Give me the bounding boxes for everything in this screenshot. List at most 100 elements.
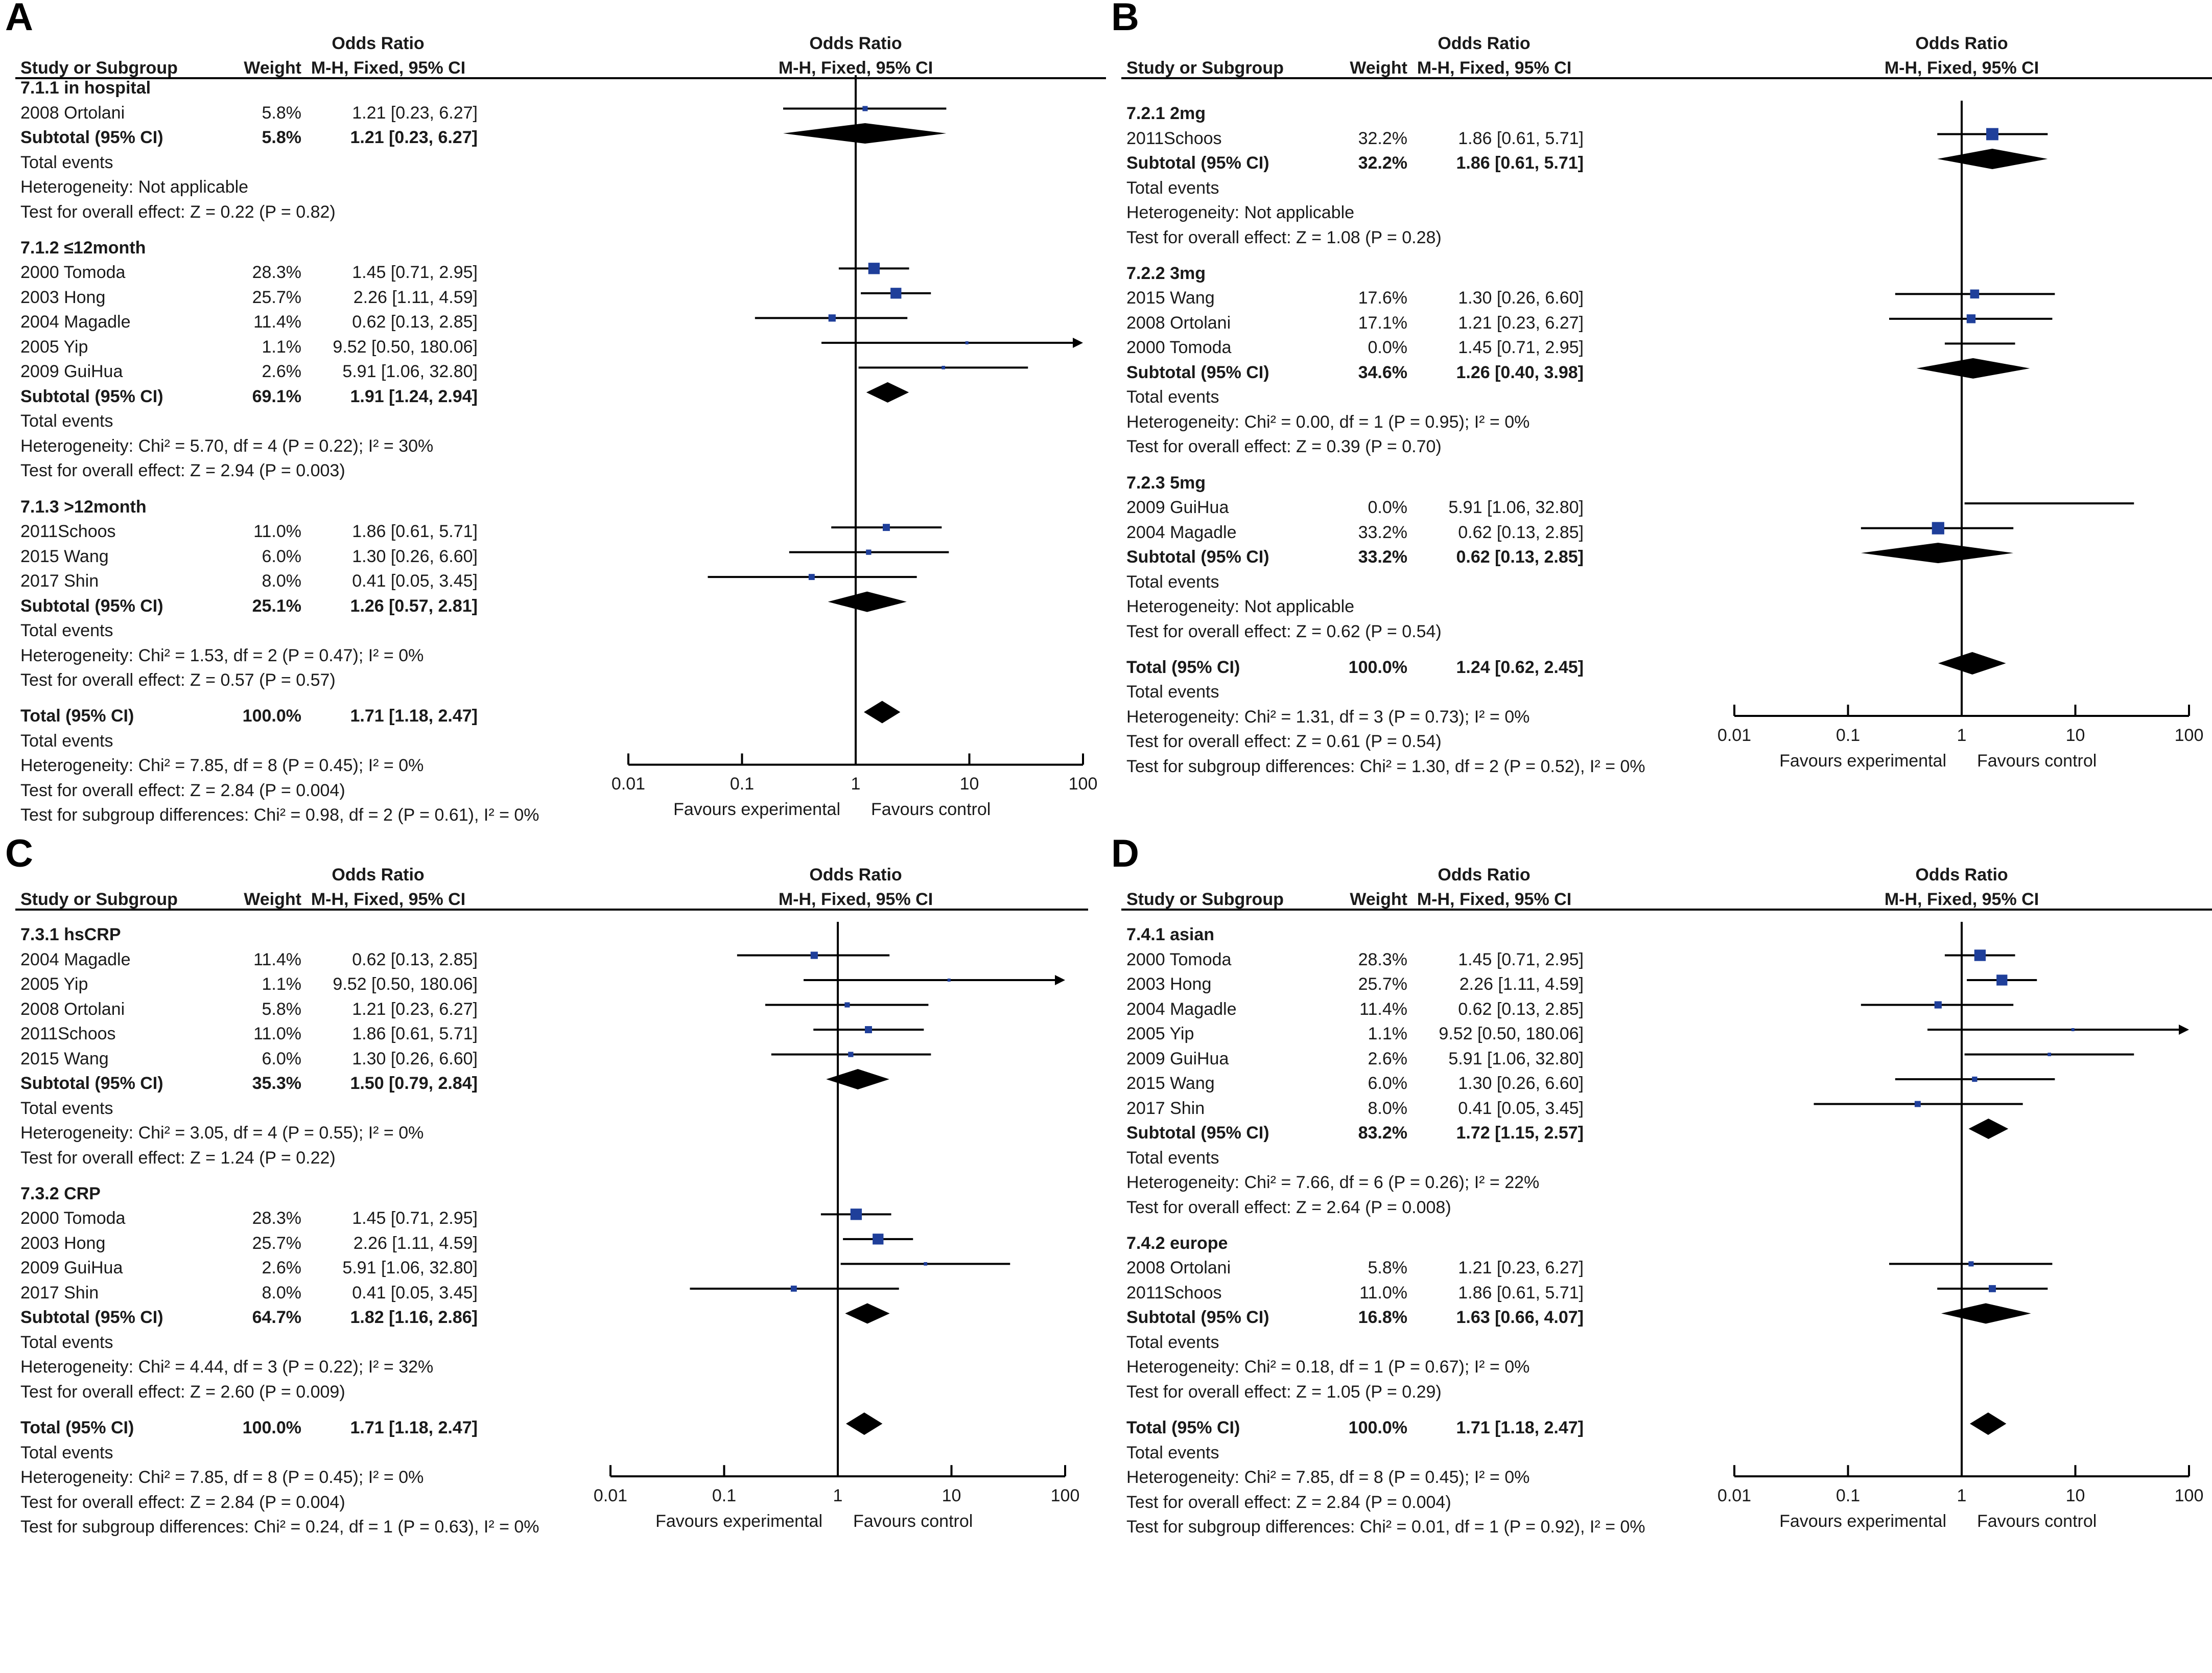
or-ci-value: 1.86 [0.61, 5.71]	[1458, 1283, 1584, 1303]
plot-method-header: M-H, Fixed, 95% CI	[1884, 58, 2039, 78]
weight-value: 6.0%	[262, 1049, 302, 1068]
plot-title: Odds Ratio	[1915, 865, 2008, 885]
study-label: 2004 Magadle	[20, 312, 131, 332]
point-estimate	[1996, 974, 2008, 986]
or-ci-value: 5.91 [1.06, 32.80]	[342, 1258, 478, 1278]
weight-value: 28.3%	[252, 1209, 301, 1228]
stat-text: Total events	[1126, 1332, 1219, 1352]
weight-value: 17.1%	[1358, 313, 1407, 333]
or-ci-value: 1.30 [0.26, 6.60]	[352, 546, 478, 566]
stat-text: Heterogeneity: Not applicable	[1126, 597, 1355, 617]
stat-text: Test for overall effect: Z = 1.08 (P = 0…	[1126, 227, 1442, 247]
study-label: 2011Schoos	[20, 1024, 116, 1043]
subtotal-diamond	[1968, 1119, 2009, 1139]
study-label: 2003 Hong	[20, 287, 106, 307]
or-ci-value: 1.30 [0.26, 6.60]	[1458, 1074, 1584, 1093]
subtotal-diamond	[845, 1303, 890, 1324]
stat-text: Test for subgroup differences: Chi² = 0.…	[20, 1517, 539, 1537]
weight-value: 8.0%	[1368, 1098, 1408, 1118]
point-estimate	[1986, 128, 1998, 141]
or-ci-value: 1.45 [0.71, 2.95]	[352, 263, 478, 283]
forest-plot-panel-c: C Odds Ratio Odds Ratio Study or Subgroup We…	[0, 832, 1106, 1673]
stat-text: Total events	[1126, 178, 1219, 198]
ci-arrow	[2179, 1025, 2189, 1035]
x-tick-label: 1	[1957, 725, 1967, 745]
point-estimate	[1970, 289, 1980, 299]
or-ci-value: 9.52 [0.50, 180.06]	[333, 337, 478, 357]
subgroup-label: 7.4.1 asian	[1126, 925, 1215, 944]
point-estimate	[1974, 949, 1986, 961]
plot-title: Odds Ratio	[809, 34, 902, 53]
point-estimate	[862, 106, 868, 111]
x-tick-label: 0.1	[730, 774, 755, 794]
or-ci-value: 1.82 [1.16, 2.86]	[350, 1308, 478, 1328]
weight-value: 28.3%	[1358, 949, 1407, 969]
or-ci-value: 1.26 [0.57, 2.81]	[350, 596, 478, 616]
subgroup-label: 7.3.1 hsCRP	[20, 925, 121, 944]
or-column-title: Odds Ratio	[1438, 865, 1531, 885]
total-label: Total (95% CI)	[20, 706, 134, 726]
weight-value: 100.0%	[1348, 657, 1407, 677]
or-ci-value: 0.41 [0.05, 3.45]	[352, 571, 478, 591]
weight-column-header: Weight	[244, 890, 301, 909]
stat-text: Test for overall effect: Z = 1.24 (P = 0…	[20, 1148, 336, 1168]
point-estimate	[844, 1002, 850, 1008]
or-ci-value: 1.86 [0.61, 5.71]	[1458, 128, 1584, 148]
subgroup-label: 7.4.2 europe	[1126, 1233, 1228, 1253]
study-label: 2009 GuiHua	[20, 1258, 123, 1278]
weight-value: 0.0%	[1368, 338, 1408, 358]
or-ci-value: 1.21 [0.23, 6.27]	[352, 103, 478, 123]
study-label: 2000 Tomoda	[20, 263, 126, 283]
header-rule	[15, 77, 1106, 79]
weight-value: 2.6%	[262, 1258, 302, 1278]
x-tick-label: 10	[2065, 1486, 2085, 1506]
forest-plot-panel-b: B Odds Ratio Odds Ratio Study or Subgroup We…	[1106, 0, 2212, 836]
header-rule	[1121, 909, 2212, 911]
or-ci-value: 2.26 [1.11, 4.59]	[353, 1233, 478, 1253]
weight-value: 28.3%	[252, 263, 301, 283]
or-column-title: Odds Ratio	[332, 865, 425, 885]
weight-value: 34.6%	[1358, 362, 1407, 382]
total-diamond	[863, 701, 901, 724]
subtotal-label: Subtotal (95% CI)	[20, 386, 163, 406]
weight-value: 33.2%	[1358, 547, 1407, 567]
subtotal-label: Subtotal (95% CI)	[1126, 1123, 1269, 1143]
x-tick-label: 1	[1957, 1486, 1967, 1506]
weight-column-header: Weight	[1350, 890, 1407, 909]
study-label: 2017 Shin	[1126, 1098, 1205, 1118]
weight-value: 100.0%	[1348, 1418, 1407, 1438]
stat-text: Test for overall effect: Z = 0.39 (P = 0…	[1126, 437, 1442, 457]
weight-value: 100.0%	[242, 706, 301, 726]
stat-text: Total events	[1126, 387, 1219, 407]
x-tick-label: 10	[942, 1486, 961, 1506]
or-ci-value: 5.91 [1.06, 32.80]	[1448, 1049, 1584, 1068]
stat-text: Heterogeneity: Chi² = 1.31, df = 3 (P = …	[1126, 707, 1530, 727]
stat-text: Test for subgroup differences: Chi² = 0.…	[20, 805, 539, 825]
weight-value: 11.0%	[253, 1024, 301, 1043]
forest-svg	[627, 75, 1084, 766]
subtotal-label: Subtotal (95% CI)	[1126, 1308, 1269, 1328]
study-label: 2004 Magadle	[20, 949, 131, 969]
weight-value: 1.1%	[262, 974, 302, 994]
subgroup-label: 7.1.2 ≤12month	[20, 238, 146, 258]
study-column-header: Study or Subgroup	[20, 58, 178, 78]
stat-text: Test for overall effect: Z = 2.64 (P = 0…	[1126, 1197, 1451, 1217]
or-column-title: Odds Ratio	[332, 34, 425, 53]
x-tick-label: 0.01	[1717, 1486, 1752, 1506]
stat-text: Heterogeneity: Chi² = 1.53, df = 2 (P = …	[20, 645, 424, 665]
weight-value: 5.8%	[1368, 1258, 1408, 1278]
weight-value: 83.2%	[1358, 1123, 1407, 1143]
stat-text: Total events	[20, 1332, 113, 1352]
weight-value: 11.0%	[253, 522, 301, 542]
point-estimate	[947, 979, 951, 982]
or-ci-value: 0.62 [0.13, 2.85]	[1458, 999, 1584, 1019]
x-tick-label: 10	[959, 774, 979, 794]
or-ci-value: 1.71 [1.18, 2.47]	[350, 706, 478, 726]
study-label: 2009 GuiHua	[1126, 1049, 1229, 1068]
point-estimate	[924, 1262, 928, 1266]
plot-method-header: M-H, Fixed, 95% CI	[778, 890, 933, 909]
point-estimate	[1972, 1076, 1978, 1082]
subgroup-label: 7.1.1 in hospital	[20, 78, 151, 98]
total-diamond	[1969, 1412, 2007, 1435]
study-column-header: Study or Subgroup	[1126, 890, 1284, 909]
